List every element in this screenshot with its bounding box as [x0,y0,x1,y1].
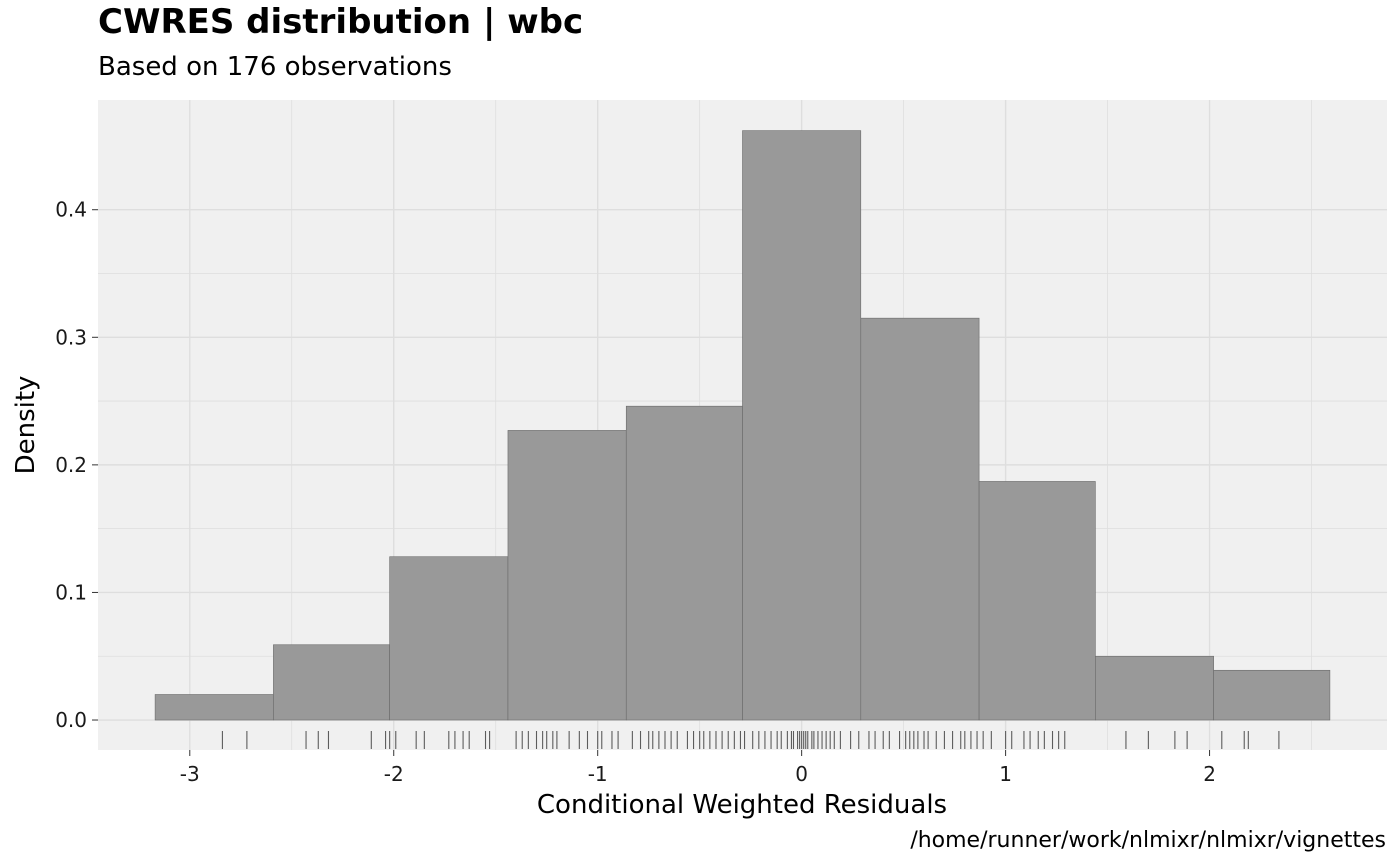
chart-caption: /home/runner/work/nlmixr/nlmixr/vignette… [910,828,1386,853]
histogram-bar [742,130,862,721]
rug-marks [221,731,1280,749]
histogram-bar [625,405,743,721]
y-tick-label: 0.4 [55,198,87,222]
histogram-bar [389,556,509,721]
y-tick-label: 0.3 [55,325,87,349]
histogram-bar [273,644,390,721]
x-tick-label: 1 [999,762,1012,786]
histogram-bar [1213,669,1331,721]
histogram-bar [860,317,980,721]
y-tick-label: 0.0 [55,708,87,732]
y-axis-title: Density [11,376,41,475]
histogram-bar [154,694,274,721]
y-tick-label: 0.2 [55,453,87,477]
x-tick-label: -1 [588,762,608,786]
x-tick-label: -3 [180,762,200,786]
histogram-bar [978,481,1096,721]
x-axis: -3 -2 -1 0 1 2 [180,750,1216,786]
x-tick-label: -2 [384,762,404,786]
x-axis-title: Conditional Weighted Residuals [537,790,947,820]
x-tick-label: 0 [795,762,808,786]
chart-subtitle: Based on 176 observations [98,52,452,82]
x-tick-label: 2 [1203,762,1216,786]
histogram-bars [154,130,1331,721]
chart-title: CWRES distribution | wbc [98,2,584,42]
histogram-bar [1095,655,1214,721]
y-tick-label: 0.1 [55,580,87,604]
y-axis: 0.0 0.1 0.2 0.3 0.4 [55,198,98,732]
histogram-bar [507,430,627,721]
